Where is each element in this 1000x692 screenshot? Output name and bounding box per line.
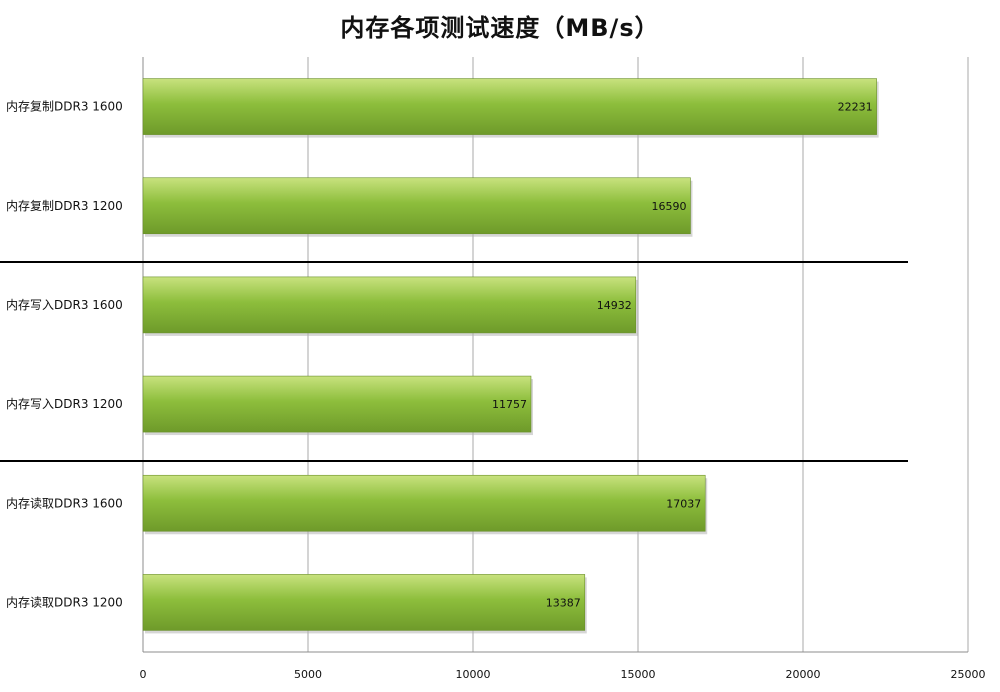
x-tick-label: 25000 [951, 668, 986, 681]
bar [142, 574, 586, 631]
bar-value-label: 16590 [651, 200, 686, 213]
bar-value-label: 22231 [838, 101, 873, 114]
category-label: 内存读取DDR3 1200 [6, 595, 123, 609]
bar [142, 177, 691, 235]
bar [142, 276, 637, 334]
x-tick-label: 15000 [621, 668, 656, 681]
category-label: 内存读取DDR3 1600 [6, 496, 123, 510]
bar [142, 78, 877, 135]
x-tick-label: 5000 [294, 668, 322, 681]
bar [142, 375, 532, 433]
bar-value-label: 13387 [546, 596, 581, 609]
chart-title: 内存各项测试速度（MB/s） [340, 14, 660, 42]
category-label: 内存复制DDR3 1200 [6, 199, 123, 213]
x-tick-label: 20000 [786, 668, 821, 681]
bar-value-label: 11757 [492, 398, 527, 411]
category-label: 内存复制DDR3 1600 [6, 100, 123, 114]
category-label: 内存写入DDR3 1200 [6, 397, 123, 411]
x-tick-label: 10000 [456, 668, 491, 681]
bar [142, 474, 706, 532]
category-label: 内存写入DDR3 1600 [6, 298, 123, 312]
bar-value-label: 17037 [666, 497, 701, 510]
x-tick-label: 0 [140, 668, 147, 681]
bar-value-label: 14932 [597, 299, 632, 312]
